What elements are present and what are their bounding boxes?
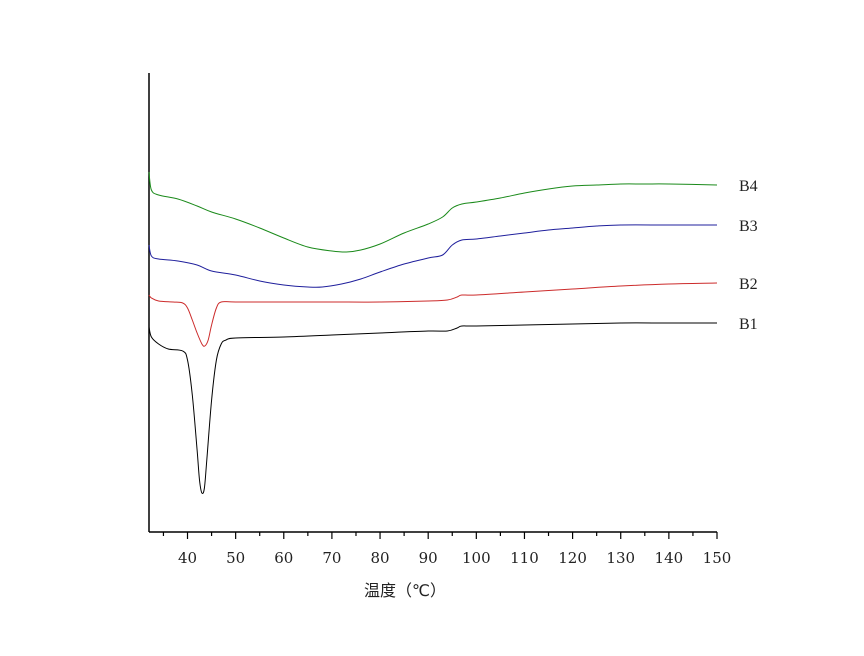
x-axis-title: 温度（℃）: [364, 581, 446, 600]
x-ticks: [162, 532, 718, 539]
x-tick-label: 130: [606, 549, 635, 567]
x-tick-label: 140: [655, 549, 684, 567]
series-label-b2: B2: [739, 276, 758, 293]
series-label-b4: B4: [739, 178, 758, 195]
series-label-b3: B3: [739, 218, 758, 235]
x-tick-label: 50: [226, 549, 245, 567]
series-line-b2: [148, 282, 718, 347]
x-tick-label: 80: [371, 549, 390, 567]
axes: [148, 73, 717, 533]
x-tick-label: 110: [510, 549, 539, 567]
series-line-b3: [148, 224, 717, 288]
series-line-b1: [148, 322, 717, 495]
x-tick-label: 60: [274, 549, 293, 567]
x-tick-label: 70: [322, 549, 341, 567]
series-line-b4: [148, 171, 718, 253]
x-tick-label: 150: [703, 549, 732, 567]
series-label-b1: B1: [739, 316, 758, 333]
series-labels: B4 B3 B2 B1: [739, 178, 758, 333]
x-tick-label: 120: [558, 549, 587, 567]
x-tick-label: 40: [178, 549, 197, 567]
series-lines: [148, 171, 718, 495]
x-tick-label: 100: [462, 549, 491, 567]
x-tick-label: 90: [419, 549, 438, 567]
x-tick-labels: 40 50 60 70 80 90 100 110 120 130 140 150: [178, 549, 731, 567]
